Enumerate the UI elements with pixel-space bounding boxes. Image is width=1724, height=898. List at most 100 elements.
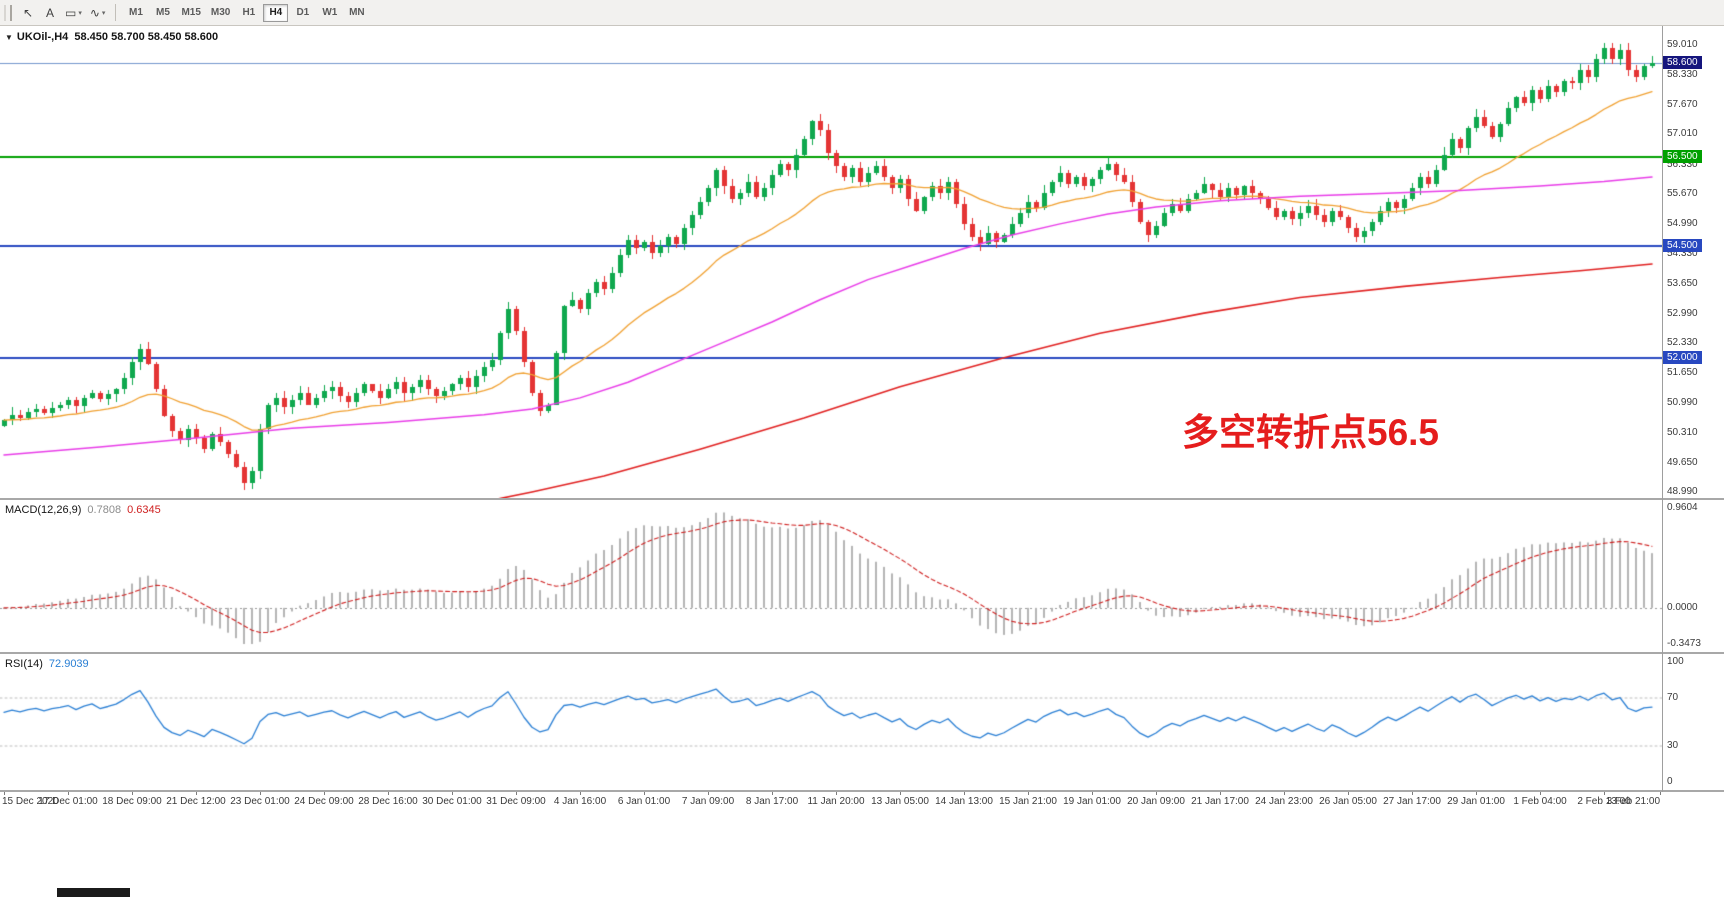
time-axis-label: 6 Jan 01:00	[617, 796, 671, 807]
time-tick	[68, 792, 69, 795]
toolbar-separator	[115, 4, 117, 21]
price-axis-label: 55.670	[1667, 188, 1698, 199]
time-axis-label: 21 Jan 17:00	[1191, 796, 1249, 807]
timeframe-m15[interactable]: M15	[177, 4, 204, 22]
timeframe-h4[interactable]: H4	[263, 3, 289, 22]
price-marker: 52.000	[1663, 350, 1702, 364]
panel-separator[interactable]	[0, 652, 1724, 654]
time-axis-label: 24 Jan 23:00	[1255, 796, 1313, 807]
price-axis-label: 54.330	[1667, 247, 1698, 259]
price-axis-label: 57.010	[1667, 128, 1698, 140]
macd-panel-canvas[interactable]	[0, 500, 1662, 652]
rsi-axis-label: 100	[1667, 656, 1684, 667]
time-tick	[260, 792, 261, 795]
toolbar-grip[interactable]	[4, 4, 12, 21]
symbol-label: UKOil-,H4	[16, 31, 69, 43]
tool-buttons: ↖ A ▭ ▾ ∿ ▾	[17, 3, 109, 23]
time-tick	[772, 792, 773, 795]
time-axis-label: 20 Jan 09:00	[1127, 796, 1185, 807]
rsi-axis-label: 70	[1667, 692, 1679, 703]
time-axis-label: 19 Jan 01:00	[1063, 796, 1121, 807]
h-scrollbar-thumb[interactable]	[57, 888, 130, 897]
time-axis-label: 21 Dec 12:00	[166, 796, 226, 807]
macd-axis-label: 0.9604	[1667, 502, 1698, 513]
collapse-arrow-icon[interactable]: ▼	[5, 33, 13, 42]
draw-lines-icon[interactable]: ∿ ▾	[86, 3, 110, 23]
time-tick	[1220, 792, 1221, 795]
ohlc-values: 58.450 58.700 58.450 58.600	[74, 31, 219, 43]
time-axis-label: 15 Dec 2020	[2, 796, 59, 807]
time-axis-label: 14 Jan 13:00	[935, 796, 993, 807]
time-tick	[644, 792, 645, 795]
price-axis-label: 49.650	[1667, 456, 1698, 468]
time-tick	[516, 792, 517, 795]
time-tick	[1540, 792, 1541, 795]
rsi-panel-canvas[interactable]	[0, 654, 1662, 790]
chevron-down-icon: ▾	[78, 9, 82, 17]
time-tick	[1476, 792, 1477, 795]
time-axis-label: 1 Feb 04:00	[1513, 796, 1567, 807]
chart-annotation: 多空转折点56.5	[1182, 412, 1440, 453]
time-axis-label: 2 Feb 13:00	[1577, 796, 1631, 807]
macd-signal-value: 0.6345	[127, 504, 161, 516]
timeframe-buttons: M1 M5 M15 M30 H1 H4 D1 W1 MN	[122, 3, 370, 22]
timeframe-m30[interactable]: M30	[207, 4, 234, 22]
timeframe-m5[interactable]: M5	[150, 4, 175, 22]
time-axis-label: 27 Jan 17:00	[1383, 796, 1441, 807]
timeframe-m1[interactable]: M1	[123, 4, 148, 22]
price-axis-label: 53.650	[1667, 278, 1698, 290]
time-tick	[1092, 792, 1093, 795]
price-axis-label: 57.670	[1667, 98, 1698, 110]
shapes-icon[interactable]: ▭ ▾	[61, 3, 86, 23]
time-tick	[708, 792, 709, 795]
time-tick	[1156, 792, 1157, 795]
symbol-info: ▼ UKOil-,H4 58.450 58.700 58.450 58.600	[5, 31, 218, 43]
time-tick	[1284, 792, 1285, 795]
timeframe-d1[interactable]: D1	[290, 4, 315, 22]
time-axis-label: 15 Jan 21:00	[999, 796, 1057, 807]
price-axis-label: 52.330	[1667, 337, 1698, 348]
time-tick	[836, 792, 837, 795]
price-axis-label: 58.330	[1667, 69, 1698, 81]
price-axis-label: 50.990	[1667, 396, 1698, 408]
price-axis-label: 50.310	[1667, 427, 1698, 439]
rsi-axis-label: 30	[1667, 740, 1679, 751]
panel-separator[interactable]	[0, 498, 1724, 500]
macd-label: MACD(12,26,9) 0.7808 0.6345	[5, 504, 161, 516]
time-tick	[1412, 792, 1413, 795]
time-axis-label: 26 Jan 05:00	[1319, 796, 1377, 807]
time-tick	[452, 792, 453, 795]
price-axis-label: 48.990	[1667, 486, 1698, 497]
panel-separator[interactable]	[0, 790, 1724, 792]
time-tick	[580, 792, 581, 795]
timeframe-mn[interactable]: MN	[344, 4, 369, 22]
price-axis-label: 51.650	[1667, 367, 1698, 379]
time-axis-label: 3 Feb 21:00	[1606, 796, 1660, 807]
timeframe-h1[interactable]: H1	[236, 4, 261, 22]
price-marker: 56.500	[1663, 149, 1702, 163]
time-tick	[1604, 792, 1605, 795]
time-axis-label: 8 Jan 17:00	[745, 796, 799, 807]
time-tick	[4, 792, 5, 795]
time-axis-label: 7 Jan 09:00	[681, 796, 735, 807]
text-label-icon[interactable]: A	[39, 3, 61, 23]
timeframe-w1[interactable]: W1	[317, 4, 342, 22]
time-axis-label: 30 Dec 01:00	[422, 796, 482, 807]
time-tick	[324, 792, 325, 795]
axis-divider	[1662, 26, 1663, 792]
time-axis[interactable]: 15 Dec 2020 17 Dec 01:00 18 Dec 09:00 21 De…	[0, 792, 1724, 814]
time-axis-label: 23 Dec 01:00	[230, 796, 290, 807]
time-axis-label: 11 Jan 20:00	[807, 796, 865, 807]
time-axis-label: 13 Jan 05:00	[871, 796, 929, 807]
time-axis-label: 24 Dec 09:00	[294, 796, 354, 807]
chevron-down-icon: ▾	[101, 9, 106, 17]
price-axis[interactable]: 59.010 58.330 57.670 57.010 56.330 55.670 54.9…	[1663, 26, 1724, 792]
time-tick	[132, 792, 133, 795]
price-chart-canvas[interactable]	[0, 26, 1662, 498]
price-axis-label: 56.330	[1667, 158, 1698, 170]
price-axis-label: 59.010	[1667, 39, 1698, 50]
cursor-icon[interactable]: ↖	[17, 3, 39, 23]
rsi-value: 72.9039	[48, 658, 89, 670]
rsi-name: RSI(14)	[5, 658, 43, 670]
